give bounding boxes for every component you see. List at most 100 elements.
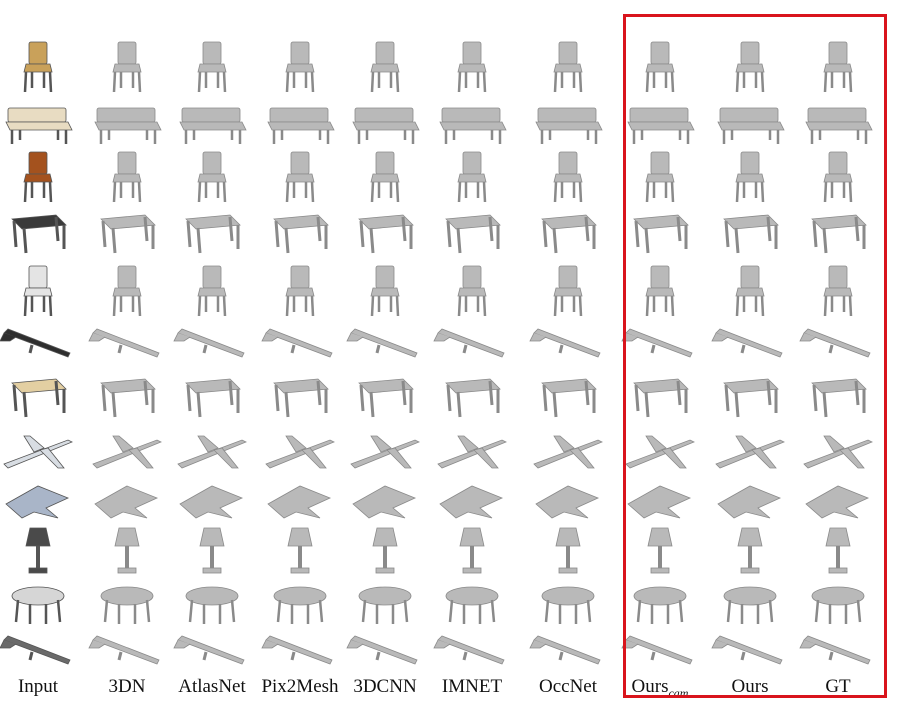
lamp-occnet-row-10 (555, 527, 581, 574)
chair-ours_cam-row-3 (645, 151, 675, 203)
rifle-pix2mesh-row-6 (261, 328, 333, 358)
lamp-3dn-row-10 (114, 527, 140, 574)
lamp-input-row-10 (25, 527, 51, 574)
table-3dcnn-row-4 (358, 214, 414, 254)
lamp-imnet-row-10 (459, 527, 485, 574)
rifle-ours-row-12 (711, 635, 783, 665)
bench-pix2mesh-row-2 (267, 107, 335, 144)
chair-ours_cam-row-5 (645, 265, 675, 317)
round-table-ours_cam-row-11 (633, 586, 687, 624)
airplane-input-row-8 (3, 435, 73, 469)
table-atlasnet-row-7 (185, 378, 241, 418)
round-table-atlasnet-row-11 (185, 586, 239, 624)
chair-gt-row-5 (823, 265, 853, 317)
airplane-occnet-row-8 (533, 435, 603, 469)
column-label-imnet: IMNET (441, 676, 503, 697)
rifle-pix2mesh-row-12 (261, 635, 333, 665)
airplane-pix2mesh-row-8 (265, 435, 335, 469)
round-table-occnet-row-11 (541, 586, 595, 624)
jet-ours-row-9 (717, 485, 782, 519)
bench-atlasnet-row-2 (179, 107, 247, 144)
jet-3dcnn-row-9 (352, 485, 417, 519)
chair-atlasnet-row-3 (197, 151, 227, 203)
table-ours-row-4 (723, 214, 779, 254)
table-gt-row-7 (811, 378, 867, 418)
round-table-3dn-row-11 (100, 586, 154, 624)
table-ours-row-7 (723, 378, 779, 418)
column-label-gt: GT (825, 676, 851, 697)
lamp-pix2mesh-row-10 (287, 527, 313, 574)
rifle-atlasnet-row-6 (173, 328, 245, 358)
rifle-ours-row-6 (711, 328, 783, 358)
table-3dn-row-4 (100, 214, 156, 254)
rifle-3dn-row-12 (88, 635, 160, 665)
table-atlasnet-row-4 (185, 214, 241, 254)
chair-ours-row-3 (735, 151, 765, 203)
chair-pix2mesh-row-1 (285, 41, 315, 93)
jet-imnet-row-9 (439, 485, 504, 519)
chair-ours-row-1 (735, 41, 765, 93)
bench-ours-row-2 (717, 107, 785, 144)
rifle-input-row-6 (0, 328, 71, 358)
table-imnet-row-7 (445, 378, 501, 418)
table-occnet-row-7 (541, 378, 597, 418)
airplane-imnet-row-8 (437, 435, 507, 469)
rifle-occnet-row-6 (529, 328, 601, 358)
column-label-pix2mesh: Pix2Mesh (261, 676, 339, 697)
rifle-gt-row-12 (799, 635, 871, 665)
table-input-row-7 (11, 378, 67, 418)
round-table-imnet-row-11 (445, 586, 499, 624)
chair-occnet-row-1 (553, 41, 583, 93)
rifle-gt-row-6 (799, 328, 871, 358)
rifle-ours_cam-row-12 (621, 635, 693, 665)
round-table-pix2mesh-row-11 (273, 586, 327, 624)
chair-3dcnn-row-5 (370, 265, 400, 317)
table-pix2mesh-row-7 (273, 378, 329, 418)
chair-3dn-row-3 (112, 151, 142, 203)
chair-3dn-row-1 (112, 41, 142, 93)
bench-3dn-row-2 (94, 107, 162, 144)
chair-gt-row-3 (823, 151, 853, 203)
round-table-3dcnn-row-11 (358, 586, 412, 624)
jet-ours_cam-row-9 (627, 485, 692, 519)
jet-occnet-row-9 (535, 485, 600, 519)
jet-pix2mesh-row-9 (267, 485, 332, 519)
bench-occnet-row-2 (535, 107, 603, 144)
lamp-ours_cam-row-10 (647, 527, 673, 574)
chair-input-row-1 (23, 41, 53, 93)
rifle-imnet-row-12 (433, 635, 505, 665)
lamp-gt-row-10 (825, 527, 851, 574)
rifle-input-row-12 (0, 635, 71, 665)
chair-ours-row-5 (735, 265, 765, 317)
table-occnet-row-4 (541, 214, 597, 254)
jet-input-row-9 (5, 485, 70, 519)
chair-input-row-5 (23, 265, 53, 317)
chair-input-row-3 (23, 151, 53, 203)
table-ours_cam-row-4 (633, 214, 689, 254)
lamp-atlasnet-row-10 (199, 527, 225, 574)
bench-3dcnn-row-2 (352, 107, 420, 144)
ours-highlight-box (623, 14, 887, 698)
column-label-3dcnn: 3DCNN (353, 676, 417, 697)
jet-3dn-row-9 (94, 485, 159, 519)
reconstruction-grid (0, 41, 873, 665)
chair-pix2mesh-row-5 (285, 265, 315, 317)
table-ours_cam-row-7 (633, 378, 689, 418)
chair-occnet-row-3 (553, 151, 583, 203)
chair-3dcnn-row-3 (370, 151, 400, 203)
round-table-ours-row-11 (723, 586, 777, 624)
rifle-occnet-row-12 (529, 635, 601, 665)
chair-atlasnet-row-5 (197, 265, 227, 317)
table-imnet-row-4 (445, 214, 501, 254)
airplane-ours_cam-row-8 (625, 435, 695, 469)
chair-3dn-row-5 (112, 265, 142, 317)
chair-imnet-row-5 (457, 265, 487, 317)
airplane-3dn-row-8 (92, 435, 162, 469)
rifle-3dn-row-6 (88, 328, 160, 358)
round-table-gt-row-11 (811, 586, 865, 624)
chair-imnet-row-3 (457, 151, 487, 203)
airplane-gt-row-8 (803, 435, 873, 469)
lamp-3dcnn-row-10 (372, 527, 398, 574)
jet-gt-row-9 (805, 485, 870, 519)
